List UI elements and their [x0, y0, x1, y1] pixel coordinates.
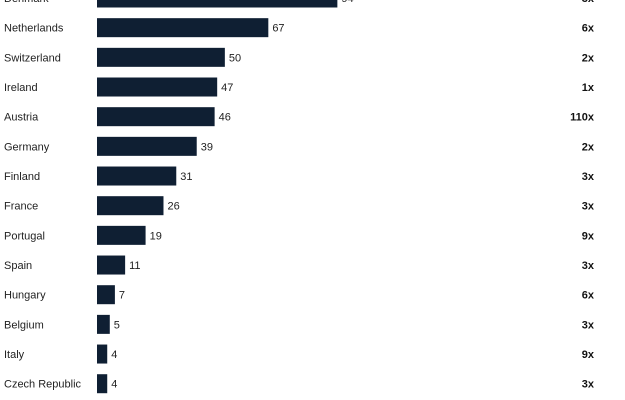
bar: [97, 314, 110, 334]
value-label: 19: [150, 230, 162, 242]
bar-row: Switzerland 50 2x: [4, 47, 595, 67]
bar: [97, 255, 126, 275]
value-label: 31: [180, 171, 192, 183]
category-label: Ireland: [4, 82, 38, 94]
bar: [97, 196, 164, 216]
bar-row: Finland 31 3x: [4, 166, 595, 186]
multiplier-label: 1x: [582, 82, 595, 94]
bar: [97, 374, 108, 394]
bar: [97, 47, 225, 67]
category-label: France: [4, 201, 38, 213]
multiplier-label: 110x: [570, 112, 595, 124]
value-label: 47: [221, 82, 233, 94]
value-label: 50: [229, 52, 241, 64]
bar: [97, 285, 115, 305]
multiplier-label: 2x: [582, 141, 595, 153]
multiplier-label: 6x: [582, 23, 595, 35]
bar: [97, 107, 215, 127]
multiplier-label: 3x: [582, 260, 595, 272]
bar-row: Czech Republic 4 3x: [4, 374, 595, 394]
value-label: 4: [111, 379, 117, 391]
value-label: 67: [272, 23, 284, 35]
bar-row: Italy 4 9x: [4, 344, 595, 364]
bar-row: Ireland 47 1x: [4, 77, 595, 97]
value-label: 4: [111, 349, 117, 361]
bar-row: Portugal 19 9x: [4, 225, 595, 245]
bar: [97, 0, 338, 8]
value-label: 94: [341, 0, 353, 5]
multiplier-label: 3x: [582, 171, 595, 183]
bar: [97, 77, 218, 97]
value-label: 7: [119, 290, 125, 302]
value-label: 26: [167, 201, 179, 213]
multiplier-label: 3x: [582, 201, 595, 213]
bar-row: Hungary 7 6x: [4, 285, 595, 305]
category-label: Austria: [4, 112, 39, 124]
bar: [97, 18, 269, 38]
category-label: Portugal: [4, 230, 45, 242]
value-label: 11: [129, 260, 140, 272]
value-label: 39: [201, 141, 213, 153]
value-label: 5: [114, 319, 120, 331]
category-label: Belgium: [4, 319, 44, 331]
bar: [97, 225, 146, 245]
multiplier-label: 2x: [582, 52, 595, 64]
bar-row: Netherlands 67 6x: [4, 18, 595, 38]
bar: [97, 136, 197, 156]
category-label: Hungary: [4, 290, 46, 302]
bar-row: Germany 39 2x: [4, 136, 595, 156]
bar-row: Spain 11 3x: [4, 255, 595, 275]
category-label: Netherlands: [4, 23, 64, 35]
category-label: Denmark: [4, 0, 49, 5]
multiplier-label: 9x: [582, 349, 595, 361]
multiplier-label: 3x: [582, 319, 595, 331]
multiplier-label: 6x: [582, 290, 595, 302]
category-label: Finland: [4, 171, 40, 183]
multiplier-label: 9x: [582, 230, 595, 242]
bar: [97, 166, 177, 186]
bar: [97, 344, 108, 364]
category-label: Czech Republic: [4, 379, 82, 391]
category-label: Spain: [4, 260, 32, 272]
multiplier-label: 3x: [582, 379, 595, 391]
category-label: Italy: [4, 349, 25, 361]
bar-row: Austria 46 110x: [4, 107, 595, 127]
value-label: 46: [219, 112, 231, 124]
bar-row: Belgium 5 3x: [4, 314, 595, 334]
category-label: Germany: [4, 141, 50, 153]
multiplier-label: 3x: [582, 0, 595, 5]
category-label: Switzerland: [4, 52, 61, 64]
bar-row: France 26 3x: [4, 196, 595, 216]
bar-row: Denmark 94 3x: [4, 0, 595, 8]
